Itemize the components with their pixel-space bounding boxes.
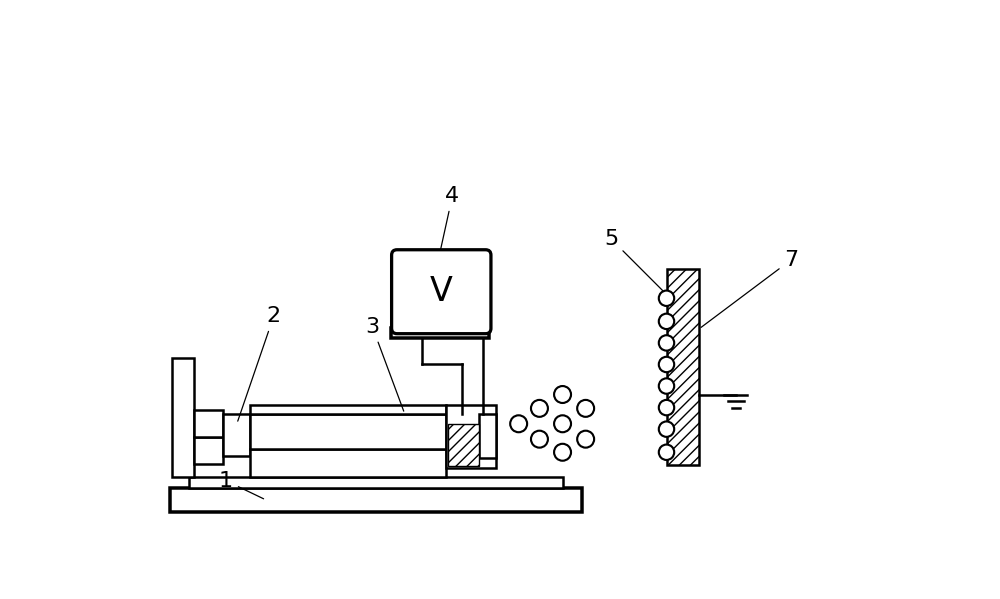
- Text: 3: 3: [365, 317, 404, 411]
- Bar: [479, 414, 496, 458]
- Circle shape: [659, 335, 674, 350]
- Circle shape: [659, 379, 674, 394]
- FancyBboxPatch shape: [392, 250, 491, 334]
- Bar: [170, 488, 582, 512]
- Text: V: V: [430, 275, 453, 308]
- Circle shape: [577, 400, 594, 417]
- Text: 2: 2: [238, 306, 281, 421]
- Bar: [172, 358, 194, 477]
- Circle shape: [659, 422, 674, 437]
- Circle shape: [659, 314, 674, 329]
- Text: 4: 4: [440, 186, 460, 252]
- Bar: [250, 449, 446, 477]
- Text: 5: 5: [604, 229, 665, 292]
- Bar: [250, 414, 446, 449]
- Circle shape: [577, 431, 594, 447]
- Bar: [391, 328, 489, 337]
- Circle shape: [554, 415, 571, 432]
- Circle shape: [659, 291, 674, 306]
- Text: 1: 1: [219, 471, 264, 499]
- Circle shape: [554, 444, 571, 461]
- Circle shape: [531, 431, 548, 447]
- Bar: [448, 423, 479, 466]
- Bar: [446, 404, 496, 468]
- Bar: [194, 437, 223, 464]
- Circle shape: [531, 400, 548, 417]
- Bar: [223, 414, 250, 456]
- Bar: [666, 269, 699, 465]
- Bar: [194, 410, 223, 437]
- Bar: [189, 477, 563, 488]
- Circle shape: [659, 357, 674, 372]
- Circle shape: [659, 444, 674, 460]
- Circle shape: [659, 400, 674, 415]
- Text: 7: 7: [701, 250, 798, 328]
- Bar: [250, 404, 446, 414]
- Circle shape: [554, 386, 571, 403]
- Circle shape: [510, 415, 527, 432]
